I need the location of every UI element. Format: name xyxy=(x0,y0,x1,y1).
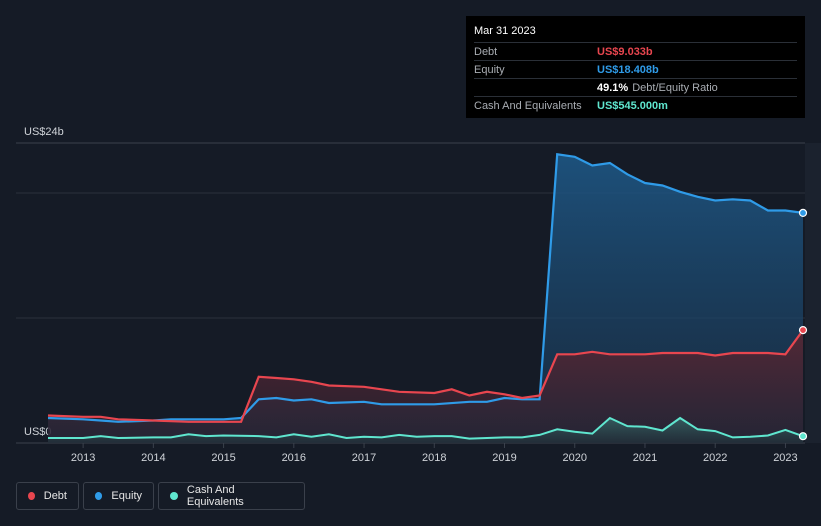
debt-line xyxy=(47,329,804,423)
cash-area xyxy=(48,418,803,443)
x-tick-label: 2018 xyxy=(422,452,446,464)
cash-dot-icon xyxy=(170,492,178,500)
x-tick-label: 2015 xyxy=(211,452,235,464)
x-tick-label: 2017 xyxy=(352,452,376,464)
tooltip-equity-label: Equity xyxy=(474,63,505,76)
tooltip-panel: Mar 31 2023 Debt US$9.033b Equity US$18.… xyxy=(466,16,805,118)
cash-line xyxy=(48,416,804,440)
cash-end-marker xyxy=(798,432,808,441)
tooltip-date: Mar 31 2023 xyxy=(474,25,536,37)
tooltip-cash-value: US$545.000m xyxy=(597,99,668,112)
tooltip-ratio-value: 49.1% xyxy=(597,81,629,94)
tooltip-debt-value: US$9.033b xyxy=(597,45,653,58)
tooltip-cash-label: Cash And Equivalents xyxy=(474,99,582,112)
legend-equity-label: Equity xyxy=(111,490,142,502)
debt-area xyxy=(48,330,803,443)
x-tick-label: 2021 xyxy=(633,452,657,464)
debt-dot-icon xyxy=(28,492,35,500)
tooltip-row-equity: Equity US$18.408b xyxy=(474,60,797,78)
x-axis: 2013 2014 2015 2016 2017 2018 2019 2020 2021 2022… xyxy=(71,443,798,464)
y-axis-bottom-label: US$0 xyxy=(24,426,52,438)
tooltip-equity-value: US$18.408b xyxy=(597,63,659,76)
equity-line xyxy=(47,153,804,423)
legend-cash-toggle[interactable]: Cash And Equivalents xyxy=(158,482,305,510)
future-shade xyxy=(805,143,821,443)
debt-end-marker xyxy=(798,325,808,335)
tooltip-ratio-label: Debt/Equity Ratio xyxy=(632,81,718,94)
equity-end-marker xyxy=(798,208,808,217)
x-tick-label: 2014 xyxy=(141,452,165,464)
x-tick-label: 2016 xyxy=(282,452,306,464)
x-tick-label: 2013 xyxy=(71,452,95,464)
legend-cash-label: Cash And Equivalents xyxy=(186,484,244,508)
legend-equity-toggle[interactable]: Equity xyxy=(83,482,154,510)
x-tick-label: 2022 xyxy=(703,452,727,464)
legend: Debt Equity Cash And Equivalents xyxy=(16,482,305,510)
x-tick-label: 2020 xyxy=(563,452,587,464)
tooltip-row-cash: Cash And Equivalents US$545.000m xyxy=(474,96,797,114)
tooltip-row-ratio: 49.1% Debt/Equity Ratio xyxy=(474,78,797,96)
legend-debt-toggle[interactable]: Debt xyxy=(16,482,79,510)
tooltip-row-debt: Debt US$9.033b xyxy=(474,42,797,60)
legend-debt-label: Debt xyxy=(43,490,67,502)
x-tick-label: 2019 xyxy=(492,452,516,464)
equity-dot-icon xyxy=(95,492,103,500)
y-axis-top-label: US$24b xyxy=(24,126,64,138)
x-tick-label: 2023 xyxy=(773,452,797,464)
tooltip-debt-label: Debt xyxy=(474,45,498,58)
